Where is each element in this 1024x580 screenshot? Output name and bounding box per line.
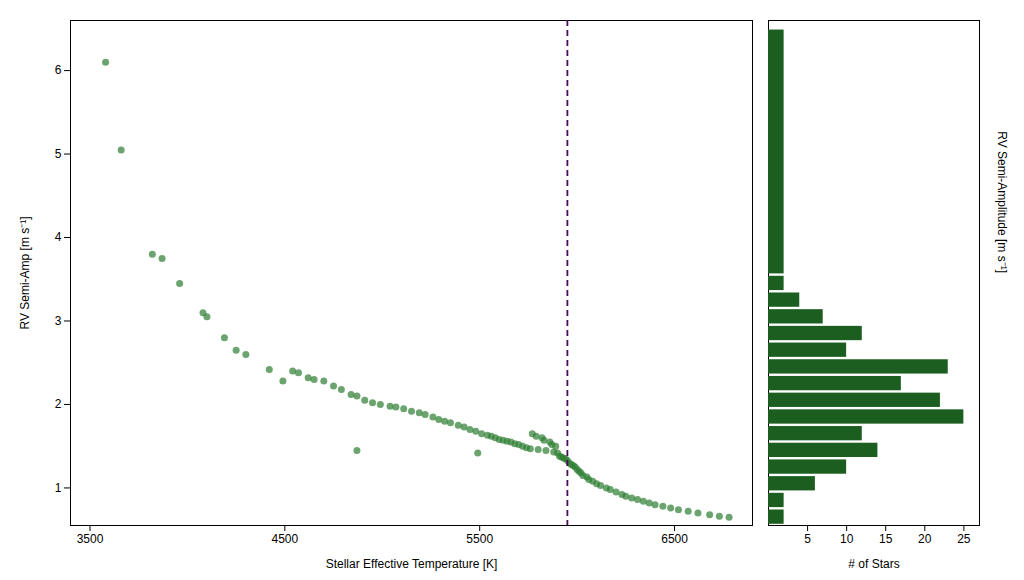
svg-text:# of Stars: # of Stars <box>848 557 899 571</box>
svg-text:6: 6 <box>55 63 62 77</box>
svg-text:10: 10 <box>840 532 854 546</box>
svg-text:RV Semi-Amp [m s⁻¹]: RV Semi-Amp [m s⁻¹] <box>18 216 32 329</box>
svg-text:5: 5 <box>804 532 811 546</box>
svg-text:20: 20 <box>918 532 932 546</box>
svg-text:3500: 3500 <box>77 532 104 546</box>
svg-text:RV Semi-Amplitude [m s⁻¹]: RV Semi-Amplitude [m s⁻¹] <box>995 131 1009 273</box>
svg-text:3: 3 <box>55 314 62 328</box>
svg-text:6500: 6500 <box>661 532 688 546</box>
svg-text:Stellar Effective Temperature: Stellar Effective Temperature [K] <box>326 557 498 571</box>
svg-text:5500: 5500 <box>466 532 493 546</box>
svg-text:5: 5 <box>55 147 62 161</box>
svg-text:4500: 4500 <box>271 532 298 546</box>
svg-text:25: 25 <box>957 532 971 546</box>
svg-text:2: 2 <box>55 397 62 411</box>
svg-text:1: 1 <box>55 481 62 495</box>
svg-text:4: 4 <box>55 230 62 244</box>
svg-text:15: 15 <box>879 532 893 546</box>
